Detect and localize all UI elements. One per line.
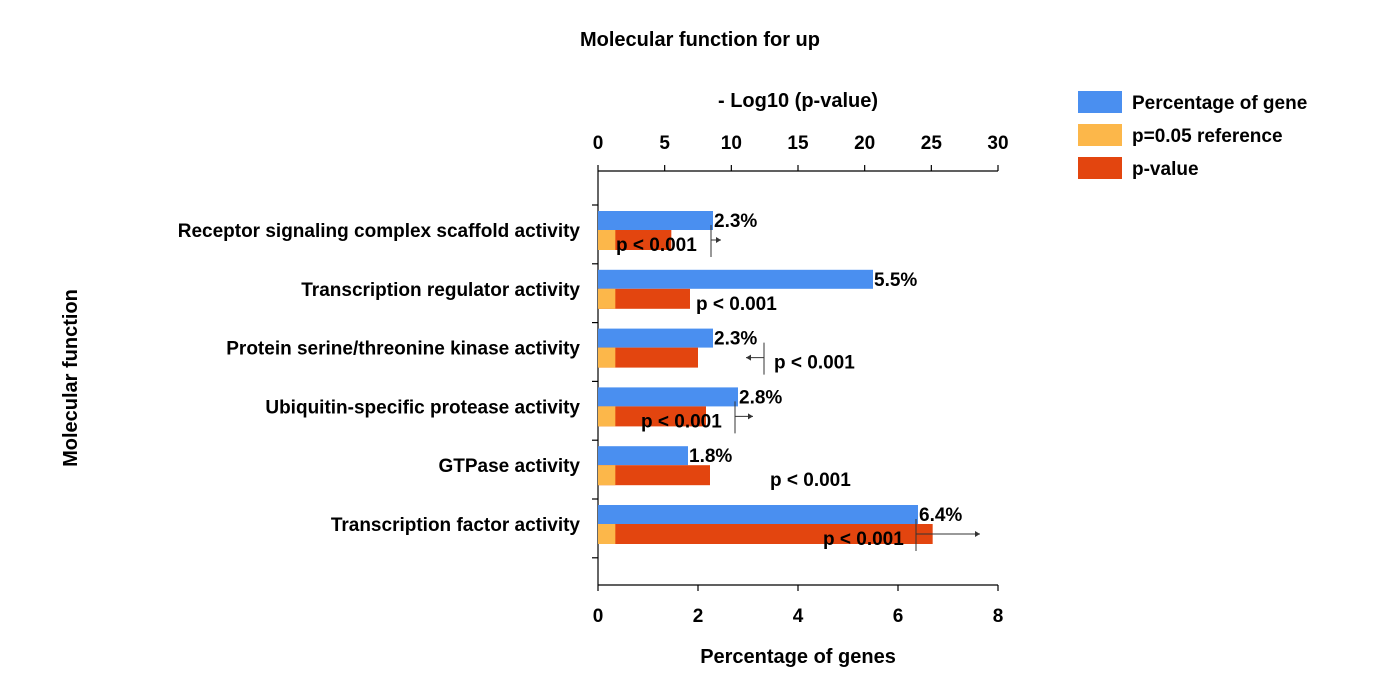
legend-label: p=0.05 reference [1132,126,1283,147]
percent-data-label: 2.3% [714,329,757,350]
pvalue-data-label: p < 0.001 [696,294,777,315]
pvalue-bar [598,288,690,309]
percentage-bar [598,328,713,348]
pvalue-bar [598,524,933,544]
category-label: Ubiquitin-specific protease activity [265,397,580,418]
percent-data-label: 5.5% [874,270,917,291]
category-label: Protein serine/threonine kinase activity [226,339,580,360]
reference-bar [598,524,616,544]
pvalue-bar [598,347,698,368]
category-label: Transcription regulator activity [301,280,580,301]
top-tick-label: 20 [854,133,875,154]
pvalue-data-label: p < 0.001 [774,353,855,374]
legend-swatch [1078,157,1122,179]
pvalue-data-label: p < 0.001 [616,235,697,256]
bottom-tick-label: 4 [793,606,804,627]
bottom-tick-label: 6 [893,606,904,627]
percentage-bar [598,505,918,524]
percentage-bar [598,446,688,466]
arrow-head-icon [746,354,751,361]
pvalue-bar [598,406,706,427]
reference-bar [598,347,616,368]
pvalue-data-label: p < 0.001 [641,411,722,432]
category-label: GTPase activity [438,456,580,477]
legend: Percentage of gene p=0.05 reference p-valu… [1078,91,1307,180]
category-label: Transcription factor activity [331,515,581,536]
arrow-head-icon [975,531,980,537]
legend-swatch [1078,91,1122,113]
bottom-tick-label: 2 [693,606,704,627]
arrow-head-icon [716,237,721,243]
pvalue-bar [598,230,672,250]
percent-data-label: 2.8% [739,387,782,408]
y-axis-label: Molecular function [60,289,82,467]
legend-swatch [1078,124,1122,146]
bottom-axis-label: Percentage of genes [700,646,896,668]
bottom-tick-label: 0 [593,606,604,627]
plot-area: 0 5 10 15 20 25 30 0 2 4 6 8 Receptor signaling comp… [178,133,1009,627]
reference-bar [598,230,616,250]
percentage-bar [598,269,873,289]
top-tick-label: 0 [593,133,604,154]
reference-bar [598,406,616,427]
percentage-bar [598,387,738,407]
category-label: Receptor signaling complex scaffold acti… [178,221,581,242]
top-tick-label: 30 [987,133,1008,154]
top-tick-label: 15 [787,133,809,154]
reference-bar [598,288,616,309]
percentage-bar [598,211,713,230]
percent-data-label: 6.4% [919,505,962,526]
pvalue-data-label: p < 0.001 [770,470,851,491]
percent-data-label: 2.3% [714,211,757,232]
legend-label: Percentage of gene [1132,93,1307,114]
percent-data-label: 1.8% [689,446,732,467]
legend-label: p-value [1132,159,1199,180]
arrow-head-icon [748,413,753,420]
top-axis-label: - Log10 (p-value) [718,90,878,112]
pvalue-bar [598,465,710,486]
top-tick-label: 10 [721,133,742,154]
chart-title: Molecular function for up [580,29,820,51]
top-tick-label: 5 [659,133,670,154]
reference-bar [598,465,616,486]
pvalue-data-label: p < 0.001 [823,529,904,550]
bottom-tick-label: 8 [993,606,1004,627]
top-tick-label: 25 [921,133,943,154]
